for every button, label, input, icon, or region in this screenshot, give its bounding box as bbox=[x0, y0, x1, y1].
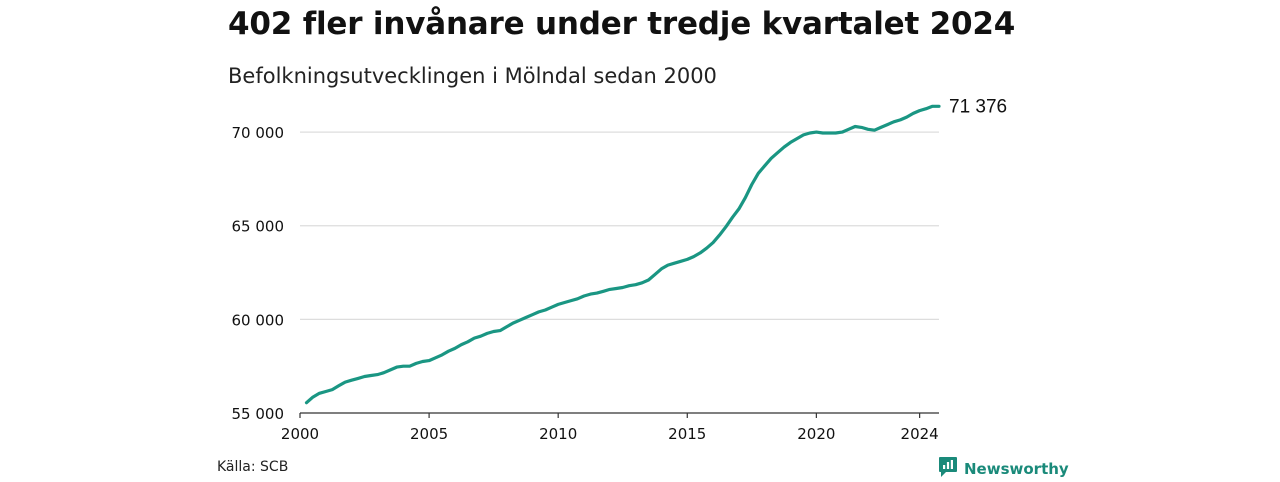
source-label: Källa: SCB bbox=[217, 459, 288, 475]
y-tick-label: 65 000 bbox=[232, 218, 285, 236]
brand-name: Newsworthy bbox=[964, 460, 1069, 478]
brand[interactable]: Newsworthy bbox=[938, 456, 1069, 482]
y-tick-label: 55 000 bbox=[232, 405, 285, 423]
x-tick-label: 2015 bbox=[668, 425, 706, 443]
y-axis-ticks: 55 000 60 000 65 000 70 000 bbox=[232, 124, 285, 423]
y-tick-label: 70 000 bbox=[232, 124, 285, 142]
y-tick-label: 60 000 bbox=[232, 311, 285, 329]
series-points bbox=[306, 106, 939, 403]
gridlines bbox=[300, 132, 939, 413]
newsworthy-logo-icon bbox=[938, 456, 958, 482]
x-tick-label: 2010 bbox=[539, 425, 577, 443]
end-value-label: 71 376 bbox=[949, 96, 1007, 117]
x-tick-label: 2024 bbox=[901, 425, 939, 443]
x-tick-label: 2005 bbox=[410, 425, 448, 443]
x-tick-label: 2000 bbox=[281, 425, 319, 443]
x-axis-ticks: 2000 2005 2010 2015 2020 2024 bbox=[281, 413, 939, 443]
x-tick-label: 2020 bbox=[797, 425, 835, 443]
population-series-line bbox=[307, 106, 940, 402]
